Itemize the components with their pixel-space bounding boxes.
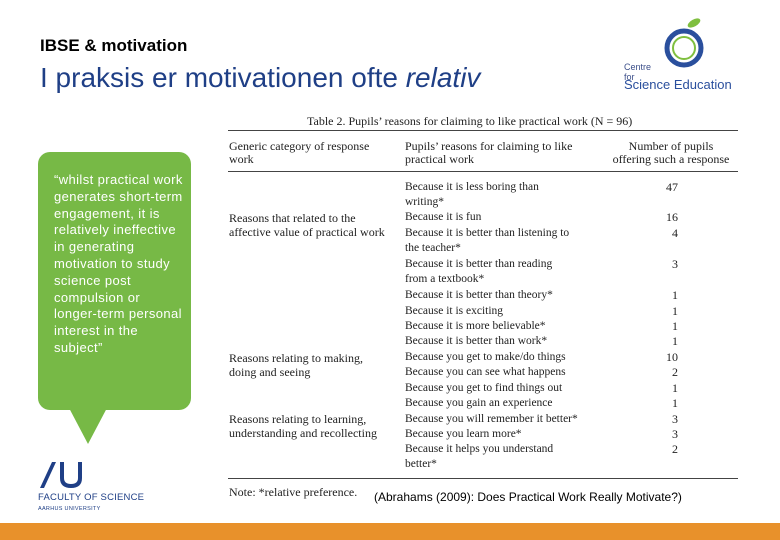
reason-line: the teacher* (405, 242, 461, 254)
category-line: understanding and recollecting (229, 426, 377, 440)
table-row-count: 47 (666, 180, 678, 194)
table-row-count: 2 (672, 365, 678, 379)
header-number-line1: Number of pupils (628, 139, 714, 153)
cse-logo: Centre for Science Education (620, 14, 750, 96)
table-row-reason: Because it is better than work* (405, 334, 547, 349)
reason-line: Because you get to make/do things (405, 351, 566, 363)
table-row-count: 1 (672, 288, 678, 302)
reason-line: Because it is less boring than (405, 181, 539, 193)
table-row-reason: Because you learn more* (405, 427, 522, 442)
reason-line: from a textbook* (405, 273, 485, 285)
apple-ring-icon (664, 18, 704, 68)
reason-line: Because it is better than listening to (405, 227, 570, 239)
category-line: Reasons relating to learning, (229, 412, 367, 426)
reason-line: Because it is better than reading (405, 258, 553, 270)
category-line: Reasons that related to the (229, 211, 356, 225)
table-row-count: 1 (672, 319, 678, 333)
slide-title-emphasis: relativ (405, 62, 481, 93)
reason-line: Because you can see what happens (405, 366, 566, 378)
table-row-count: 3 (672, 257, 678, 271)
table-row-count: 3 (672, 412, 678, 426)
header-number: Number of pupils offering such a respons… (608, 140, 734, 166)
au-logo: FACULTY OF SCIENCE AARHUS UNIVERSITY (38, 460, 148, 520)
bottom-bar (0, 523, 780, 540)
reason-line: Because it helps you understand (405, 443, 554, 455)
reason-line: Because it is more believable* (405, 320, 546, 332)
table-row-reason: Because you get to make/do things (405, 350, 566, 365)
reason-line: Because it is better than theory* (405, 289, 553, 301)
table-row-count: 4 (672, 226, 678, 240)
table-row-count: 2 (672, 442, 678, 456)
category-affective: Reasons that related to the affective va… (229, 211, 385, 239)
table-row-reason: Because it is better than theory* (405, 288, 553, 303)
quote-text: “whilst practical work generates short-t… (54, 172, 183, 355)
table-title: Table 2. Pupils’ reasons for claiming to… (307, 114, 633, 128)
table-row-reason: Because it is more believable* (405, 319, 546, 334)
reason-line: writing* (405, 196, 444, 208)
header-reason: Pupils’ reasons for claiming to like pra… (405, 140, 572, 166)
quote-bubble-tail (68, 406, 108, 444)
reason-line: Because it is fun (405, 211, 482, 223)
reason-line: Because you learn more* (405, 428, 522, 440)
header-reason-line2: practical work (405, 152, 474, 166)
table-row-count: 10 (666, 350, 678, 364)
table-row-reason: Because it is exciting (405, 304, 503, 319)
category-making: Reasons relating to making, doing and se… (229, 351, 363, 379)
table-row-reason: Because it is fun (405, 210, 481, 225)
header-number-line2: offering such a response (612, 152, 730, 166)
header-category-line2: work (229, 152, 254, 166)
table-row-count: 1 (672, 304, 678, 318)
table-row-count: 1 (672, 381, 678, 395)
table-row-reason: Because you gain an experience (405, 396, 553, 411)
table-row-count: 1 (672, 334, 678, 348)
table-row-count: 1 (672, 396, 678, 410)
category-line: doing and seeing (229, 365, 311, 379)
header-reason-line1: Pupils’ reasons for claiming to like (405, 139, 573, 153)
au-university: AARHUS UNIVERSITY (38, 506, 101, 512)
quote-bubble (38, 152, 191, 410)
slide-kicker: IBSE & motivation (40, 36, 188, 55)
table-row-reason: Because it helps you understand better* (405, 442, 553, 472)
reason-line: better* (405, 458, 437, 470)
reason-line: Because it is exciting (405, 305, 504, 317)
table-note: Note: *relative preference. (229, 485, 358, 499)
au-faculty: FACULTY OF SCIENCE (38, 492, 145, 503)
category-learning: Reasons relating to learning, understand… (229, 412, 377, 440)
table-row-count: 3 (672, 427, 678, 441)
table-row-reason: Because you will remember it better* (405, 412, 578, 427)
au-seal-icon (40, 462, 82, 488)
reason-line: Because you gain an experience (405, 397, 553, 409)
reason-line: Because you will remember it better* (405, 413, 578, 425)
cse-logo-line1: Centre for (624, 62, 652, 82)
citation: (Abrahams (2009): Does Practical Work Re… (374, 490, 682, 504)
header-category: Generic category of response work (229, 140, 369, 166)
table-row-reason: Because it is better than reading from a … (405, 257, 552, 287)
table-row-reason: Because it is less boring than writing* (405, 180, 539, 210)
category-line: Reasons relating to making, (229, 351, 363, 365)
table-rule-top (228, 130, 738, 131)
table-rule-bottom (228, 478, 738, 479)
table-row-count: 16 (666, 210, 678, 224)
table-row-reason: Because you get to find things out (405, 381, 562, 396)
table-rule-header (228, 171, 738, 172)
header-category-line1: Generic category of response (229, 139, 370, 153)
slide-title-main: I praksis er motivationen ofte (40, 62, 406, 93)
category-line: affective value of practical work (229, 225, 385, 239)
reason-line: Because you get to find things out (405, 382, 563, 394)
cse-logo-line2: Science Education (624, 77, 732, 92)
table-row-reason: Because it is better than listening to th… (405, 226, 569, 256)
table-row-reason: Because you can see what happens (405, 365, 566, 380)
reason-line: Because it is better than work* (405, 335, 548, 347)
slide-title: I praksis er motivationen ofte relativ (40, 62, 480, 94)
